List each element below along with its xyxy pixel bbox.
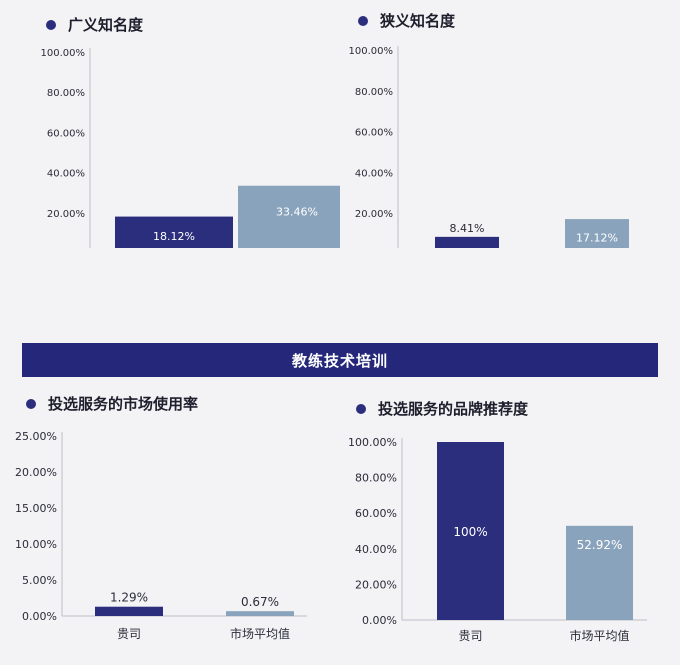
data-label: 100%: [453, 525, 487, 539]
chart-3: 0.00% 5.00% 10.00% 15.00% 20.00% 25.00% 1.29% 贵…: [15, 430, 307, 641]
data-label: 0.67%: [241, 595, 279, 609]
data-label: 1.29%: [110, 591, 148, 605]
y-tick-label: 100.00%: [348, 436, 397, 449]
y-tick-label: 40.00%: [47, 169, 85, 180]
y-tick-label: 5.00%: [22, 574, 57, 587]
y-tick-label: 20.00%: [15, 466, 57, 479]
bar: [238, 185, 340, 248]
y-tick-label: 25.00%: [15, 430, 57, 443]
chart-3-heading: 投选服务的市场使用率: [26, 393, 198, 414]
y-tick-label: 80.00%: [355, 87, 393, 98]
bar: [566, 525, 633, 620]
y-tick-label: 80.00%: [355, 472, 397, 485]
bar: [226, 611, 294, 616]
y-tick-label: 60.00%: [355, 128, 393, 139]
chart-1-heading: 广义知名度: [46, 14, 143, 35]
y-tick-label: 20.00%: [355, 578, 397, 591]
y-tick-label: 0.00%: [362, 614, 397, 627]
y-tick-label: 20.00%: [47, 209, 85, 220]
chart-3-title: 投选服务的市场使用率: [48, 395, 199, 413]
chart-4-title: 投选服务的品牌推荐度: [378, 400, 529, 418]
data-label: 18.12%: [153, 230, 195, 243]
chart-2: 0.00%20.00%40.00%60.00%80.00%100.00%8.41…: [349, 46, 629, 248]
y-tick-label: 40.00%: [355, 168, 393, 179]
y-tick-label: 100.00%: [41, 48, 86, 59]
section-banner: 教练技术培训: [22, 343, 658, 377]
category-label: 市场平均值: [569, 628, 629, 643]
category-label: 市场平均值: [230, 626, 290, 641]
chart-2-heading: 狭义知名度: [358, 10, 455, 31]
banner-title: 教练技术培训: [291, 351, 388, 370]
bullet-icon: [26, 398, 36, 409]
y-tick-label: 20.00%: [355, 209, 393, 220]
bar: [565, 219, 629, 248]
bar: [435, 236, 499, 248]
data-label: 8.41%: [450, 222, 485, 235]
bar: [437, 442, 504, 620]
bullet-icon: [358, 15, 368, 26]
y-tick-label: 60.00%: [47, 128, 85, 139]
y-tick-label: 60.00%: [355, 507, 397, 520]
y-tick-label: 15.00%: [15, 502, 57, 515]
y-tick-label: 0.00%: [22, 610, 57, 623]
y-tick-label: 100.00%: [349, 46, 394, 57]
bar: [115, 216, 233, 248]
chart-1: 0.00%20.00%40.00%60.00%80.00%100.00%18.1…: [41, 48, 340, 248]
chart-4: 0.00% 20.00% 40.00% 60.00% 80.00% 100.00% 100%…: [348, 436, 647, 643]
data-label: 52.92%: [577, 538, 623, 552]
data-label: 33.46%: [276, 206, 318, 219]
bar: [95, 606, 163, 616]
y-tick-label: 10.00%: [15, 538, 57, 551]
chart-4-heading: 投选服务的品牌推荐度: [356, 398, 528, 419]
chart-1-title: 广义知名度: [68, 16, 144, 34]
category-label: 贵司: [458, 629, 482, 643]
y-tick-label: 40.00%: [355, 543, 397, 556]
y-tick-label: 80.00%: [47, 88, 85, 99]
bullet-icon: [46, 19, 56, 30]
bullet-icon: [356, 403, 366, 414]
data-label: 17.12%: [576, 232, 618, 245]
category-label: 贵司: [117, 627, 141, 641]
chart-2-title: 狭义知名度: [380, 12, 456, 30]
